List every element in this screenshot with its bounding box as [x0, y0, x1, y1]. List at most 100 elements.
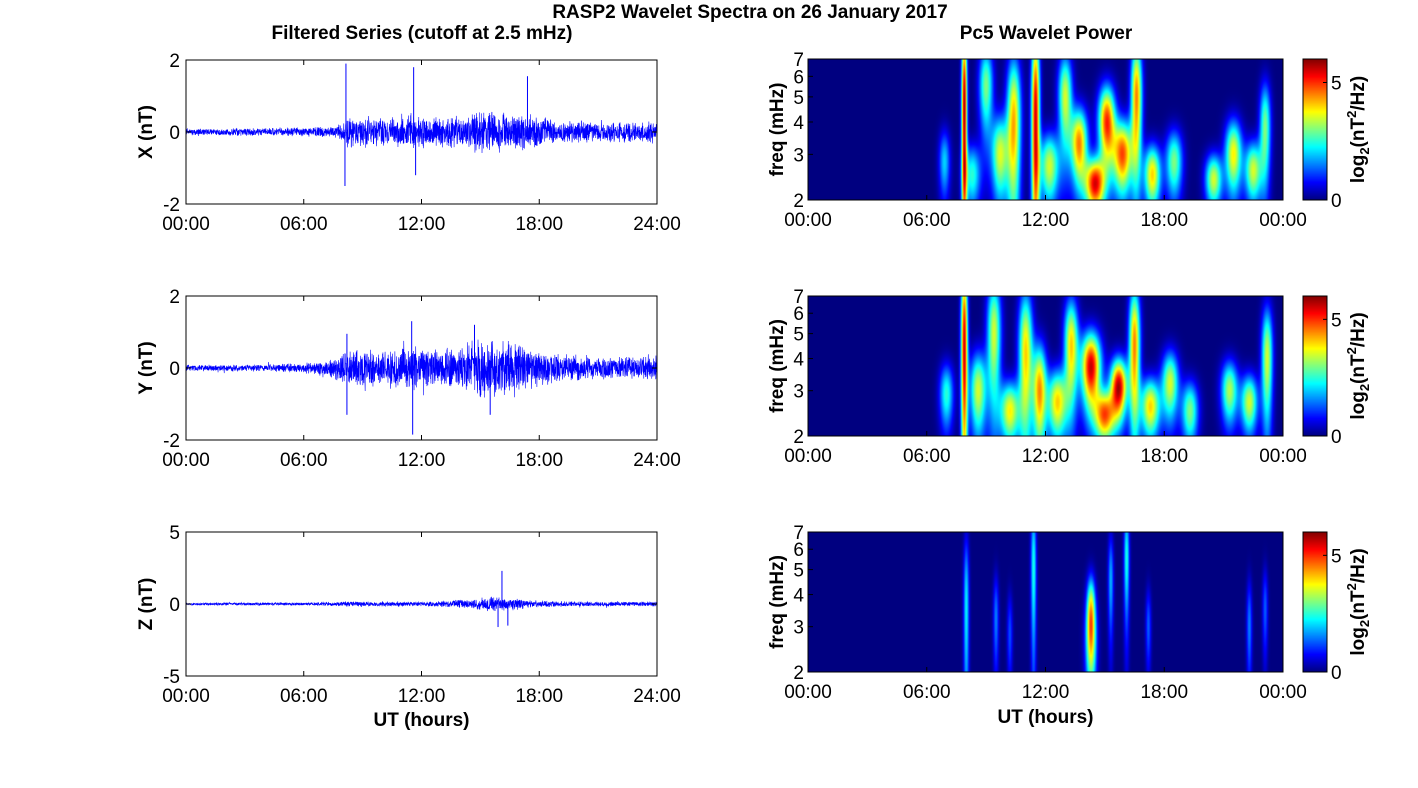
x-tick-label: 06:00 [903, 210, 951, 231]
y-tick-label: 0 [169, 595, 180, 616]
y-tick-label: 7 [793, 523, 804, 544]
y-tick-label: 3 [793, 618, 804, 639]
y-tick-label: -2 [163, 431, 180, 452]
x-tick-label: 24:00 [633, 214, 681, 235]
y-tick-label: 7 [793, 287, 804, 308]
y-tick-label: 4 [793, 113, 804, 134]
x-tick-label: 06:00 [903, 682, 951, 703]
x-tick-label: 00:00 [1259, 446, 1307, 467]
y-axis-label: Y (nT) [136, 341, 157, 394]
y-axis-label: X (nT) [136, 105, 157, 159]
y-tick-label: 6 [793, 540, 804, 561]
y-tick-label: 0 [169, 123, 180, 144]
left-column-title: Filtered Series (cutoff at 2.5 mHz) [272, 23, 573, 44]
x-tick-label: 18:00 [515, 686, 563, 707]
x-tick-label: 00:00 [162, 686, 210, 707]
x-tick-label: 18:00 [515, 450, 563, 471]
colorbar-box [1302, 58, 1328, 201]
x-tick-label: 12:00 [1022, 210, 1070, 231]
y-tick-label: 0 [169, 359, 180, 380]
x-axis-label: UT (hours) [997, 707, 1093, 728]
series-line-x [185, 111, 658, 154]
y-tick-label: 2 [169, 287, 180, 308]
series-panel-y: 00:00 06:00 12:00 18:00 24:00 -2 0 2 Y (nT) [136, 287, 681, 471]
y-tick-label: 4 [793, 586, 804, 607]
y-tick-label: -2 [163, 195, 180, 216]
y-tick-label: 2 [793, 663, 804, 684]
right-column-title: Pc5 Wavelet Power [960, 23, 1133, 44]
y-tick-label: 3 [793, 382, 804, 403]
x-tick-label: 00:00 [1259, 682, 1307, 703]
y-tick-label: 5 [793, 325, 804, 346]
colorbar-box [1302, 531, 1328, 673]
x-tick-label: 18:00 [1140, 210, 1188, 231]
series-panel-x: 00:00 06:00 12:00 18:00 24:00 -2 0 2 X (nT) [136, 51, 681, 235]
wavelet-power-image [808, 59, 1283, 200]
y-tick-label: 2 [793, 427, 804, 448]
x-tick-label: 00:00 [162, 450, 210, 471]
colorbar-tick-label: 0 [1331, 663, 1342, 684]
wavelet-power-image [808, 296, 1283, 436]
x-tick-label: 24:00 [633, 450, 681, 471]
y-tick-label: 7 [793, 50, 804, 71]
y-tick-label: 5 [169, 523, 180, 544]
y-axis-label: Z (nT) [136, 578, 157, 631]
y-axis-label: freq (mHz) [767, 319, 788, 413]
y-tick-label: 2 [793, 191, 804, 212]
series-line-y [185, 339, 658, 398]
colorbar-gradient [1303, 59, 1327, 200]
colorbar-label: log2(nT2/Hz) [1344, 548, 1372, 655]
y-tick-label: -5 [163, 667, 180, 688]
colorbar-tick-label: 5 [1331, 74, 1342, 95]
series-line-z [185, 596, 658, 612]
x-tick-label: 24:00 [633, 686, 681, 707]
colorbar-label: log2(nT2/Hz) [1344, 312, 1372, 419]
x-tick-label: 06:00 [280, 450, 328, 471]
x-tick-label: 00:00 [784, 446, 832, 467]
colorbar-label: log2(nT2/Hz) [1344, 76, 1372, 183]
colorbar-tick-label: 0 [1331, 427, 1342, 448]
x-tick-label: 12:00 [398, 686, 446, 707]
y-tick-label: 6 [793, 304, 804, 325]
x-tick-label: 00:00 [1259, 210, 1307, 231]
x-tick-label: 00:00 [162, 214, 210, 235]
y-axis-label: freq (mHz) [767, 83, 788, 177]
x-tick-label: 18:00 [515, 214, 563, 235]
colorbar-gradient [1303, 296, 1327, 436]
colorbar-tick-label: 5 [1331, 546, 1342, 567]
figure-title: RASP2 Wavelet Spectra on 26 January 2017 [552, 2, 947, 23]
y-tick-label: 5 [793, 561, 804, 582]
series-panel-z: 00:00 06:00 12:00 18:00 24:00 -5 0 5 Z (nT) UT (h… [136, 523, 681, 731]
y-axis-label: freq (mHz) [767, 555, 788, 649]
x-tick-label: 06:00 [280, 686, 328, 707]
y-tick-label: 4 [793, 350, 804, 371]
x-tick-label: 18:00 [1140, 682, 1188, 703]
colorbar-gradient [1303, 532, 1327, 672]
x-tick-label: 12:00 [1022, 682, 1070, 703]
colorbar-box [1302, 295, 1328, 437]
y-tick-label: 2 [169, 51, 180, 72]
y-tick-label: 3 [793, 145, 804, 166]
x-tick-label: 06:00 [903, 446, 951, 467]
x-tick-label: 12:00 [1022, 446, 1070, 467]
x-tick-label: 00:00 [784, 682, 832, 703]
x-tick-label: 06:00 [280, 214, 328, 235]
x-tick-label: 12:00 [398, 450, 446, 471]
wavelet-power-image [808, 532, 1283, 672]
colorbar-tick-label: 0 [1331, 191, 1342, 212]
y-tick-label: 6 [793, 67, 804, 88]
colorbar-tick-label: 5 [1331, 310, 1342, 331]
x-tick-label: 12:00 [398, 214, 446, 235]
y-tick-label: 5 [793, 88, 804, 109]
x-axis-label: UT (hours) [373, 710, 469, 731]
x-tick-label: 18:00 [1140, 446, 1188, 467]
x-tick-label: 00:00 [784, 210, 832, 231]
